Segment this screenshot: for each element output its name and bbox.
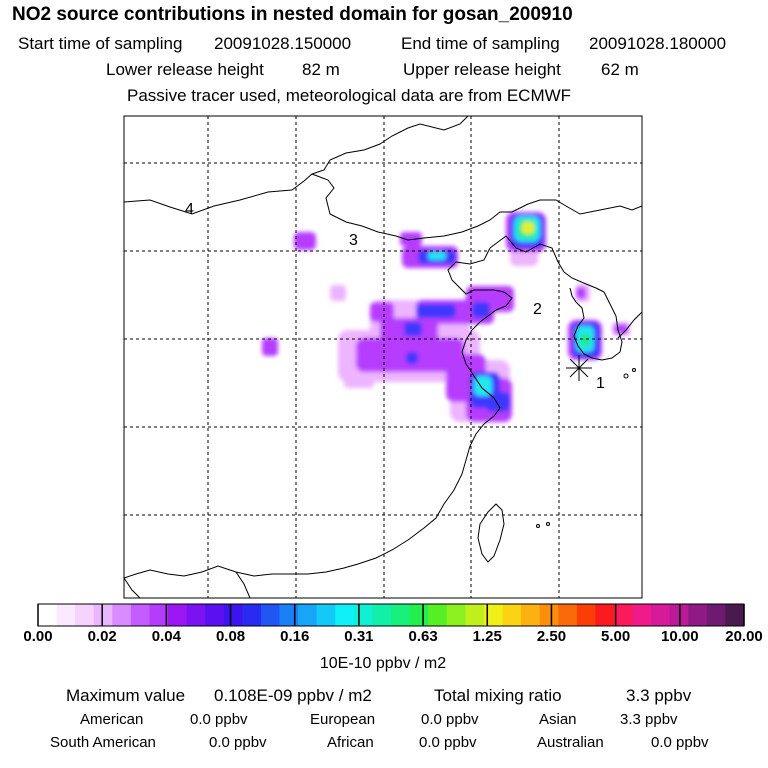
colorbar-cells (38, 604, 745, 626)
colorbar-tick-label: 0.16 (280, 628, 310, 645)
region-label-3: 3 (349, 232, 358, 249)
colorbar-tick-label: 0.02 (87, 628, 117, 645)
colorbar-tick-label: 1.25 (472, 628, 502, 645)
receptor-asterisk-icon (566, 355, 592, 381)
colorbar-tick-label: 0.31 (344, 628, 374, 645)
colorbar-tick-label: 2.50 (536, 628, 567, 645)
colorbar-cell (93, 604, 113, 626)
tracer-note: Passive tracer used, meteorological data… (127, 86, 572, 105)
colorbar-cell (688, 604, 708, 626)
colorbar-cell (223, 604, 243, 626)
colorbar-tick-label: 0.08 (215, 628, 246, 645)
colorbar-cell (613, 604, 634, 626)
region-labels: 1 2 3 4 (185, 201, 605, 392)
coastlines (124, 116, 642, 598)
colorbar-cell (595, 604, 615, 626)
colorbar-cell (75, 604, 95, 626)
map-gridlines (124, 116, 642, 598)
colorbar-cell (56, 604, 76, 626)
colorbar-cell (391, 604, 411, 626)
colorbar-cell (539, 604, 559, 626)
map-title: NO2 source contributions in nested domai… (12, 4, 573, 25)
region-name-american: American (80, 711, 144, 728)
colorbar-tick-label: 0.00 (23, 628, 53, 645)
region-value-australian: 0.0 ppbv (651, 734, 709, 751)
colorbar-tick-label: 5.00 (601, 628, 631, 645)
colorbar-tick-label: 10.00 (661, 628, 699, 645)
total-mixing-label: Total mixing ratio (434, 686, 562, 705)
colorbar-cell (409, 604, 429, 626)
colorbar-cell (38, 604, 58, 626)
region-value-european: 0.0 ppbv (421, 711, 479, 728)
colorbar-cell (279, 604, 299, 626)
region-name-european: European (310, 711, 376, 728)
max-value-label: Maximum value (66, 686, 186, 705)
colorbar-cell (651, 604, 671, 626)
map-frame (123, 115, 643, 599)
colorbar-cell (353, 604, 374, 626)
colorbar-cell (205, 604, 225, 626)
max-value: 0.108E-09 ppbv / m2 (214, 686, 372, 705)
colorbar-cell (112, 604, 132, 626)
colorbar-cell (706, 604, 727, 626)
colorbar-cell (130, 604, 151, 626)
colorbar-cell (483, 604, 504, 626)
colorbar-cell (372, 604, 392, 626)
colorbar-tick-label: 0.63 (408, 628, 438, 645)
region-value-asian: 3.3 ppbv (620, 711, 678, 728)
colorbar-cell (428, 604, 448, 626)
colorbar-cell (576, 604, 596, 626)
islands (536, 368, 636, 528)
colorbar-cell (465, 604, 485, 626)
colorbar-tick-label: 0.04 (151, 628, 181, 645)
region-value-south-american: 0.0 ppbv (209, 734, 267, 751)
region-label-2: 2 (533, 301, 542, 318)
region-name-african: African (327, 734, 374, 751)
upper-release-label: Upper release height (403, 60, 561, 79)
end-time-label: End time of sampling (401, 34, 560, 53)
colorbar-cell (316, 604, 336, 626)
lower-release-label: Lower release height (106, 60, 264, 79)
region-label-1: 1 (596, 375, 605, 392)
colorbar-cell (186, 604, 206, 626)
colorbar-cell (632, 604, 652, 626)
start-time-value: 20091028.150000 (214, 34, 352, 53)
region-value-american: 0.0 ppbv (190, 711, 248, 728)
colorbar-unit: 10E-10 ppbv / m2 (319, 655, 447, 672)
total-mixing-value: 3.3 ppbv (626, 686, 692, 705)
colorbar-cell (149, 604, 169, 626)
colorbar-cell (260, 604, 281, 626)
colorbar-cell (446, 604, 466, 626)
region-name-asian: Asian (539, 711, 577, 728)
colorbar-cell (502, 604, 522, 626)
lower-release-value: 82 m (302, 60, 340, 79)
end-time-value: 20091028.180000 (589, 34, 727, 53)
plume-yellow (522, 222, 534, 234)
start-time-label: Start time of sampling (18, 34, 183, 53)
colorbar-cell (298, 604, 318, 626)
region-name-south-american: South American (50, 734, 156, 751)
upper-release-value: 62 m (601, 60, 639, 79)
colorbar-cell (242, 604, 262, 626)
region-name-australian: Australian (537, 734, 604, 751)
colorbar-cell (335, 604, 355, 626)
colorbar-tick-label: 20.00 (725, 628, 763, 645)
region-label-4: 4 (185, 201, 194, 218)
colorbar-tick-marks (37, 604, 745, 626)
region-value-african: 0.0 ppbv (419, 734, 477, 751)
colorbar-cell (725, 604, 745, 626)
colorbar-cell (558, 604, 578, 626)
colorbar-cell (168, 604, 188, 626)
colorbar-cell (521, 604, 541, 626)
